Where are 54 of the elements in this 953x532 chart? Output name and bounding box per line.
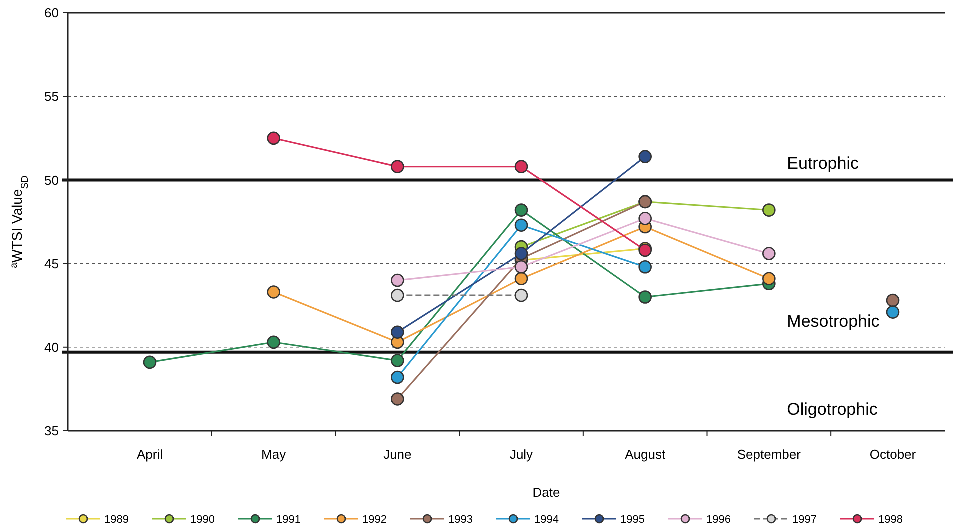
legend-label: 1994	[534, 514, 559, 526]
x-tick-label: August	[625, 447, 666, 462]
legend-label: 1990	[190, 514, 215, 526]
annotation: Eutrophic	[787, 154, 860, 173]
point	[514, 247, 528, 260]
point	[514, 272, 528, 286]
y-tick-label: 40	[44, 340, 59, 355]
point	[267, 336, 280, 350]
legend-label: 1998	[878, 514, 903, 526]
legend-label: 1993	[448, 514, 473, 526]
y-tick-label: 50	[44, 172, 59, 188]
point	[638, 260, 652, 274]
y-tick-label: 35	[44, 424, 59, 439]
point	[638, 290, 652, 304]
legend-label: 1989	[104, 514, 129, 526]
point	[391, 326, 404, 339]
legend-label: 1996	[706, 514, 731, 526]
point	[267, 132, 280, 146]
point	[514, 260, 528, 274]
x-tick-label: October	[870, 447, 917, 462]
annotation: Oligotrophic	[787, 400, 878, 419]
x-tick-label: July	[510, 447, 534, 462]
x-tick-label: April	[136, 447, 164, 462]
point	[391, 370, 404, 384]
point	[886, 294, 900, 308]
legend-label: 1992	[362, 514, 387, 526]
x-tick-label: September	[737, 447, 802, 462]
annotation: Mesotrophic	[787, 312, 880, 331]
point	[762, 247, 776, 260]
y-tick-label: 45	[44, 256, 59, 272]
point	[514, 288, 528, 302]
legend-label: 1991	[276, 514, 301, 526]
point	[267, 286, 280, 299]
point	[762, 272, 776, 286]
point	[514, 204, 528, 217]
point	[391, 160, 404, 174]
point	[391, 274, 404, 288]
point	[391, 392, 404, 406]
legend-label: 1997	[792, 514, 817, 526]
legend-label: 1995	[620, 514, 645, 526]
point	[514, 218, 528, 232]
point	[886, 306, 900, 319]
point	[638, 212, 652, 226]
point	[638, 150, 652, 164]
x-axis-title: Date	[532, 485, 560, 500]
point	[762, 204, 776, 217]
point	[143, 356, 157, 370]
point	[391, 354, 404, 368]
point	[391, 288, 404, 302]
x-tick-label: June	[384, 447, 412, 462]
y-tick-label: 55	[44, 89, 59, 104]
x-tick-label: May	[262, 447, 287, 462]
y-tick-label: 60	[44, 6, 59, 21]
point	[514, 160, 528, 174]
